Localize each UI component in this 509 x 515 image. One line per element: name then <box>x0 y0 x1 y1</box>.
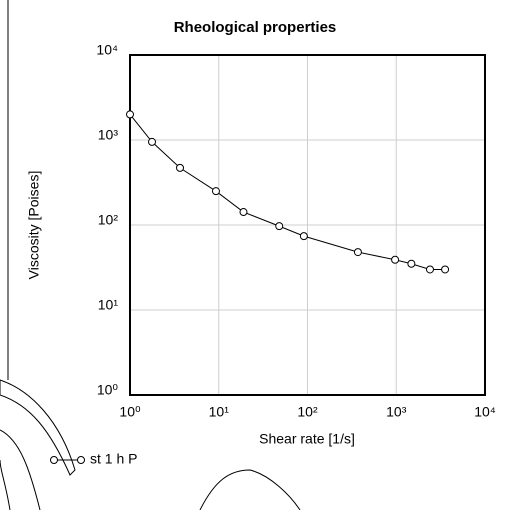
series-line <box>130 114 445 269</box>
x-tick-label: 10⁴ <box>474 404 496 420</box>
x-tick-label: 10¹ <box>209 404 230 420</box>
decoration <box>200 470 300 510</box>
data-point <box>354 249 361 256</box>
x-tick-label: 10⁰ <box>119 404 141 420</box>
decoration <box>0 430 40 510</box>
y-tick-label: 10⁴ <box>96 42 118 58</box>
legend-label: st 1 h P <box>90 451 137 467</box>
y-tick-label: 10¹ <box>98 297 119 313</box>
chart-title: Rheological properties <box>174 19 337 36</box>
data-point <box>442 266 449 273</box>
data-point <box>408 260 415 267</box>
y-tick-label: 10³ <box>98 127 119 143</box>
x-tick-label: 10² <box>297 404 318 420</box>
data-point <box>149 138 156 145</box>
decoration <box>0 380 75 475</box>
data-point <box>212 188 219 195</box>
data-point <box>300 233 307 240</box>
data-point <box>426 266 433 273</box>
data-point <box>392 256 399 263</box>
y-tick-label: 10⁰ <box>97 382 119 398</box>
data-point <box>127 111 134 118</box>
y-tick-label: 10² <box>98 212 119 228</box>
legend-marker <box>51 457 58 464</box>
x-tick-label: 10³ <box>386 404 407 420</box>
data-point <box>276 223 283 230</box>
legend-marker <box>78 457 85 464</box>
data-point <box>240 209 247 216</box>
chart: Rheological properties Shear rate [1/s] … <box>0 0 509 510</box>
x-axis-label: Shear rate [1/s] <box>259 431 355 447</box>
y-axis-label: Viscosity [Poises] <box>26 171 42 280</box>
data-point <box>177 164 184 171</box>
